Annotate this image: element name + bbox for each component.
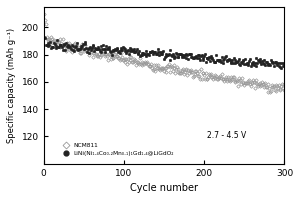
- Y-axis label: Specific capacity (mAh g⁻¹): Specific capacity (mAh g⁻¹): [7, 28, 16, 143]
- X-axis label: Cycle number: Cycle number: [130, 183, 198, 193]
- Text: 2.7 - 4.5 V: 2.7 - 4.5 V: [207, 131, 247, 140]
- Legend: NCM811, LiNi(Ni₁.₄Co₀.₂Mn₀.₁)₁Gd₁.₄@LiGdO₂: NCM811, LiNi(Ni₁.₄Co₀.₂Mn₀.₁)₁Gd₁.₄@LiGd…: [58, 142, 175, 158]
